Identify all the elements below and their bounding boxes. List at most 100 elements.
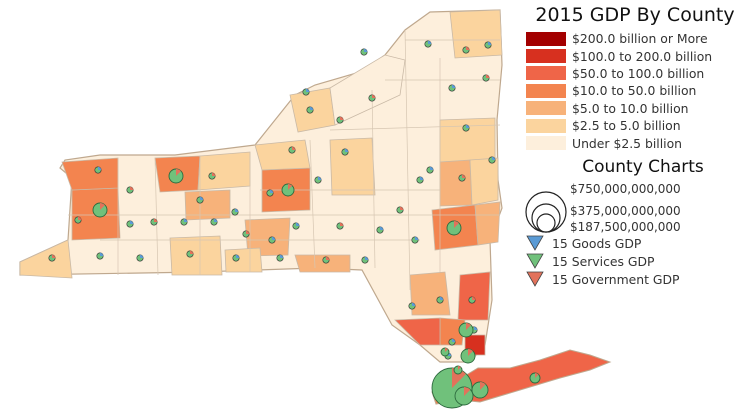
county-pie-marker [231,208,239,216]
size-label: $187,500,000,000 [570,220,681,234]
county-pie-marker [314,176,322,184]
county-pie-marker [126,220,134,228]
county-bubble-marker [92,202,108,218]
county-pie-marker [416,176,424,184]
county-chemung [224,247,263,273]
county-broome [294,254,351,273]
county-pie-marker [232,254,240,262]
county-pie-marker [242,230,250,238]
legend-swatch [526,66,566,81]
county-rensselaer [469,157,499,206]
legend-row: Under $2.5 billion [522,134,748,151]
legend-label: $100.0 to 200.0 billion [572,48,713,64]
county-saratoga [439,117,496,163]
county-chautauqua [19,239,73,279]
county-wayne [197,151,251,191]
pie-legend-row: 15 Services GDP [522,252,748,270]
pie-legend: 15 Goods GDP 15 Services GDP 15 Governme… [522,234,748,288]
legend-row: $50.0 to 100.0 billion [522,65,748,82]
county-pie-marker [136,254,144,262]
goods-wedge-icon [526,235,544,251]
county-steuben [169,235,223,276]
size-label: $375,000,000,000 [570,204,681,218]
county-pie-marker [322,256,330,264]
county-pie-marker [150,218,158,226]
size-label: $750,000,000,000 [570,182,681,196]
county-pie-marker [266,189,274,197]
legend-row: $200.0 billion or More [522,30,748,47]
county-pie-marker [448,84,456,92]
county-pie-marker [468,296,476,304]
county-pie-marker [361,256,369,264]
legend-swatch [526,118,566,133]
county-clinton [449,9,503,59]
county-pie-marker [482,74,490,82]
county-pie-marker [276,254,284,262]
legend-label: Under $2.5 billion [572,135,683,151]
pie-legend-label: 15 Government GDP [552,271,680,287]
pie-legend-label: 15 Services GDP [552,253,655,269]
legend-label: $10.0 to 50.0 billion [572,83,697,99]
county-pie-marker [96,252,104,260]
county-pie-marker [336,116,344,124]
county-pie-marker [424,40,432,48]
legend-label: $50.0 to 100.0 billion [572,65,705,81]
size-circles-icon [525,191,567,233]
legend-title: 2015 GDP By County [535,4,735,26]
county-pie-marker [448,338,456,346]
government-wedge-icon [526,271,544,287]
county-bubble-marker [529,372,541,384]
legend-row: $10.0 to 50.0 billion [522,82,748,99]
county-bubble-marker [446,220,462,236]
county-westchester [457,271,491,321]
county-pie-marker [302,88,310,96]
county-pie-marker [306,106,314,114]
pie-legend-row: 15 Goods GDP [522,234,748,252]
county-pie-marker [360,48,368,56]
county-pie-marker [488,156,496,164]
legend-row: $2.5 to 5.0 billion [522,117,748,134]
county-niagara [61,157,119,191]
legend-swatch [526,101,566,116]
pie-legend-label: 15 Goods GDP [552,235,642,251]
county-orange [409,271,451,316]
county-dutchess [474,201,501,246]
county-bubble-marker [453,365,463,375]
county-pie-marker [426,166,434,174]
county-pie-marker [48,254,56,262]
county-bubble-marker [471,381,489,399]
county-pie-marker [126,186,134,194]
size-legend: $750,000,000,000 $375,000,000,000 $187,5… [522,178,748,238]
county-stlawrence [329,54,406,126]
county-bubble-marker [454,386,474,406]
county-bubble-marker [168,168,184,184]
legend-row: $5.0 to 10.0 billion [522,100,748,117]
county-pie-marker [411,236,419,244]
county-pie-marker [292,222,300,230]
county-albany [439,159,473,207]
legend-swatch [526,136,566,151]
county-sullivan [394,317,441,346]
county-ontario [184,189,231,221]
county-pie-marker [186,250,194,258]
legend-label: $5.0 to 10.0 billion [572,100,689,116]
services-wedge-icon [526,253,544,269]
gdp-legend: 2015 GDP By County $200.0 billion or Mor… [522,4,748,152]
legend-swatch [526,49,566,64]
pie-legend-row: 15 Government GDP [522,270,748,288]
county-pie-marker [94,166,102,174]
county-pie-marker [368,94,376,102]
county-pie-marker [180,218,188,226]
legend-label: $200.0 billion or More [572,31,708,47]
county-pie-marker [336,222,344,230]
county-pie-marker [408,302,416,310]
county-pie-marker [484,41,492,49]
county-pie-marker [210,218,218,226]
county-pie-marker [74,216,82,224]
county-bubble-marker [458,322,474,338]
legend-label: $2.5 to 5.0 billion [572,118,681,134]
county-tompkins [244,217,291,257]
county-pie-marker [341,148,349,156]
county-charts-title: County Charts [582,157,704,177]
county-pie-marker [288,146,296,154]
